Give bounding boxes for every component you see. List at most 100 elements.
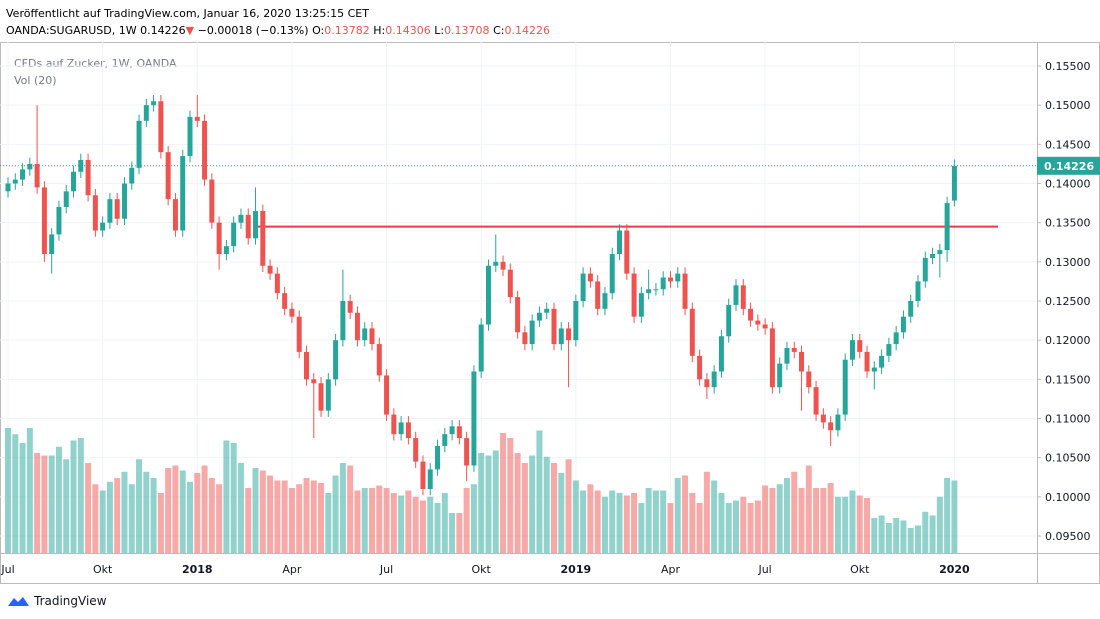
- c: 0.14226: [504, 24, 550, 37]
- candle-body: [915, 281, 921, 301]
- volume-bar: [551, 463, 557, 553]
- candle-body: [456, 426, 462, 439]
- volume-bar: [230, 443, 237, 553]
- volume-bar: [791, 471, 798, 553]
- volume-bar: [157, 493, 164, 553]
- candle-body: [384, 375, 390, 415]
- volume-bar: [616, 493, 623, 553]
- h-label: H:: [373, 24, 386, 37]
- volume-bar: [587, 484, 594, 553]
- x-tick-label: 2019: [561, 563, 592, 576]
- volume-bar: [310, 480, 317, 553]
- candle-body: [435, 445, 441, 470]
- candle-body: [944, 203, 950, 251]
- candle-body: [587, 273, 593, 282]
- volume-bar: [194, 473, 201, 553]
- volume-bar: [558, 473, 565, 553]
- candle-body: [63, 191, 69, 207]
- candle-body: [369, 328, 375, 345]
- candle-body: [56, 207, 62, 235]
- o-label: O:: [312, 24, 325, 37]
- volume-bar: [609, 490, 616, 553]
- candle-body: [529, 320, 535, 345]
- x-tick-label: Jul: [757, 563, 771, 576]
- candle-body: [282, 293, 288, 309]
- volume-bar: [12, 434, 19, 553]
- x-tick-label: 2020: [939, 563, 970, 576]
- volume-bar: [41, 455, 48, 553]
- candle-body: [631, 273, 637, 317]
- candle-body: [617, 230, 623, 254]
- volume-bar: [682, 475, 689, 553]
- candle-body: [791, 348, 797, 352]
- candle-body: [609, 254, 615, 294]
- volume-bar: [725, 503, 732, 553]
- candle-body: [194, 116, 200, 121]
- candle-body: [158, 101, 164, 153]
- candle-body: [231, 222, 237, 247]
- candle-body: [769, 328, 775, 388]
- volume-bar: [580, 490, 587, 553]
- candle-body: [100, 222, 106, 231]
- volume-bar: [325, 493, 332, 553]
- volume-bar: [427, 496, 434, 553]
- volume-bar: [638, 503, 645, 553]
- candle-body: [245, 214, 251, 239]
- candle-body: [398, 422, 404, 435]
- volume-bar: [733, 500, 739, 553]
- volume-bar: [208, 478, 215, 553]
- candle-body: [427, 469, 433, 489]
- candle-body: [376, 344, 382, 376]
- y-tick-label: 0.13000: [1045, 256, 1091, 269]
- candle-body: [646, 289, 652, 294]
- volume-bar: [944, 478, 951, 553]
- volume-bar: [361, 488, 368, 553]
- candle-body: [536, 312, 542, 321]
- candle-body: [551, 308, 557, 345]
- candle-body: [566, 328, 572, 341]
- last: 0.14226: [140, 24, 186, 37]
- candle-body: [886, 344, 892, 356]
- candle-body: [522, 332, 528, 345]
- volume-bar: [536, 430, 543, 553]
- candle-body: [762, 324, 768, 329]
- l-label: L:: [434, 24, 445, 37]
- volume-bar: [5, 428, 11, 553]
- candle-body: [420, 461, 426, 489]
- volume-bar: [390, 493, 397, 553]
- volume-bar: [500, 433, 507, 553]
- y-tick-label: 0.10000: [1045, 491, 1091, 504]
- volume-bar: [842, 496, 849, 553]
- y-tick-label: 0.11500: [1045, 373, 1091, 386]
- candle-body: [711, 371, 717, 388]
- candle-body: [740, 285, 746, 309]
- volume-bar: [419, 500, 426, 553]
- candle-body: [49, 234, 55, 254]
- volume-bar: [907, 528, 914, 553]
- candle-body: [464, 438, 470, 466]
- volume-bar: [769, 488, 776, 553]
- volume-bar: [303, 478, 310, 553]
- volume-bar: [19, 443, 26, 553]
- volume-bar: [398, 495, 405, 553]
- candle-body: [493, 261, 499, 266]
- volume-bar: [834, 496, 841, 553]
- candle-body: [485, 265, 491, 325]
- volume-bar: [543, 456, 550, 553]
- volume-bar: [92, 484, 99, 553]
- volume-bar: [369, 488, 375, 553]
- volume-bar: [55, 446, 62, 553]
- candle-body: [871, 367, 877, 372]
- volume-bar: [849, 490, 856, 553]
- candle-body: [442, 434, 448, 446]
- volume-bar: [463, 488, 470, 553]
- candle-body: [318, 383, 324, 411]
- x-tick-label: 2018: [182, 563, 213, 576]
- candle-body: [129, 167, 135, 184]
- volume-bar: [201, 465, 208, 553]
- volume-bar: [237, 463, 244, 553]
- h: 0.14306: [385, 24, 431, 37]
- volume-bar: [696, 503, 703, 553]
- candle-body: [267, 265, 273, 274]
- volume-bar: [339, 463, 346, 553]
